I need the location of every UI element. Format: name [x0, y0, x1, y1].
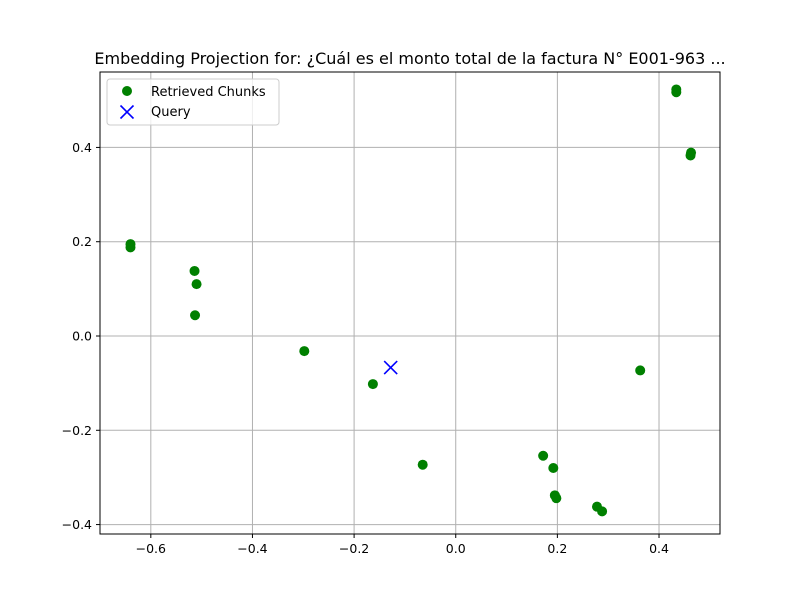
x-tick-label: 0.0: [446, 541, 466, 556]
legend-marker-chunks: [122, 86, 132, 96]
chunk-point: [190, 310, 201, 321]
legend-box: [106, 78, 280, 126]
y-axis: −0.4 −0.2 0.0 0.2 0.4: [62, 140, 100, 532]
x-tick-label: −0.6: [136, 541, 166, 556]
chunk-point: [367, 379, 378, 390]
legend-label-chunks: Retrieved Chunks: [151, 85, 266, 100]
legend-label-query: Query: [151, 105, 191, 120]
chunk-point: [548, 463, 559, 473]
legend: Retrieved Chunks Query: [106, 78, 280, 126]
chunk-point: [125, 242, 136, 253]
query-point: [383, 360, 398, 375]
chunk-point: [299, 346, 310, 357]
x-tick-label: 0.4: [649, 541, 669, 556]
axes-frame: [99, 71, 721, 535]
y-tick-label: 0.0: [72, 329, 92, 344]
x-axis: −0.6 −0.4 −0.2 0.0 0.2 0.4: [136, 534, 669, 556]
chunk-point: [538, 450, 549, 461]
y-tick-label: −0.2: [62, 423, 92, 438]
x-tick-label: −0.4: [237, 541, 267, 556]
grid: [100, 72, 720, 534]
legend-query-x: [119, 104, 135, 120]
chunk-point: [189, 265, 200, 276]
chunk-point: [551, 493, 562, 504]
chunk-point: [191, 279, 202, 290]
chunk-point: [685, 150, 696, 161]
chunk-point: [671, 87, 682, 98]
chunk-point: [635, 365, 646, 376]
chunk-point: [597, 506, 608, 517]
chunk-point: [417, 459, 428, 470]
x-tick-label: −0.2: [339, 541, 369, 556]
chart-title: Embedding Projection for: ¿Cuál es el mo…: [94, 49, 725, 68]
data-points: [125, 84, 697, 517]
y-tick-label: −0.4: [62, 517, 92, 532]
legend-marker-query: [119, 104, 135, 120]
y-tick-label: 0.4: [72, 140, 92, 155]
y-tick-label: 0.2: [72, 234, 92, 249]
x-tick-label: 0.2: [547, 541, 567, 556]
